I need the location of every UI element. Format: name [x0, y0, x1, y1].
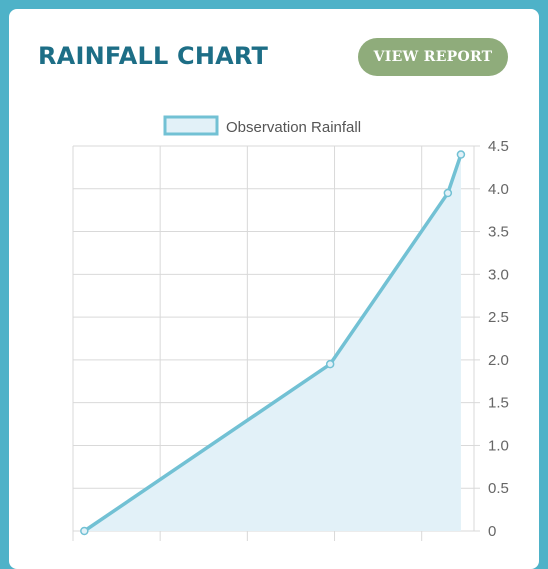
y-tick-label: 1.0: [488, 437, 509, 454]
y-tick-label: 0: [488, 523, 496, 540]
y-tick-label: 3.5: [488, 224, 509, 241]
chart-legend: Observation Rainfall: [163, 115, 361, 136]
y-tick-label: 1.5: [488, 395, 509, 412]
data-point: [456, 150, 466, 159]
data-point: [325, 359, 335, 369]
y-tick-label: 4.0: [488, 181, 509, 198]
view-report-button[interactable]: VIEW REPORT: [358, 38, 508, 76]
y-axis-ticks: 0 0.5 1.0 1.5 2.0 2.5 3.0 3.5 4.0 4.5: [488, 138, 509, 540]
y-tick-label: 2.0: [488, 352, 509, 369]
y-tick-label: 3.0: [488, 266, 509, 283]
rainfall-chart: 0 0.5 1.0 1.5 2.0 2.5 3.0 3.5 4.0 4.5 Observation…: [72, 115, 509, 541]
series-area-fill: [84, 154, 461, 532]
data-point: [443, 188, 453, 198]
y-tick-label: 2.5: [488, 309, 509, 326]
page-title: RAINFALL CHART: [38, 42, 269, 70]
chart-area-layer: [80, 150, 466, 536]
y-tick-label: 0.5: [488, 480, 509, 497]
data-point: [80, 526, 89, 536]
series-line: [83, 153, 463, 533]
legend-swatch: [163, 115, 219, 136]
y-tick-label: 4.5: [488, 138, 509, 155]
page-frame: RAINFALL CHART VIEW REPORT 0 0.5 1.0 1.5 2.0…: [9, 9, 539, 569]
legend-label: Observation Rainfall: [226, 119, 361, 136]
